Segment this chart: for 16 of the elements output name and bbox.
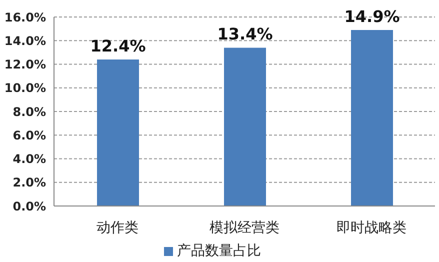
y-tick-label: 8.0% [12, 104, 46, 119]
y-tick-label: 14.0% [4, 34, 46, 48]
data-label: 12.4% [90, 36, 146, 56]
y-tick-label: 2.0% [12, 176, 46, 190]
x-tick-label: 即时战略类 [336, 220, 406, 236]
legend-label: 产品数量占比 [177, 243, 261, 259]
y-tick-label: 16.0% [4, 10, 46, 24]
data-label: 13.4% [217, 24, 273, 44]
y-tick-label: 12.0% [4, 58, 46, 72]
x-tick-label: 动作类 [96, 220, 138, 236]
y-tick-label: 10.0% [4, 81, 46, 96]
y-tick-label: 0.0% [12, 199, 46, 214]
y-tick-label: 6.0% [12, 128, 46, 142]
y-tick-label: 4.0% [12, 152, 46, 166]
data-label: 14.9% [344, 6, 400, 26]
x-tick-label: 模拟经营类 [210, 220, 280, 236]
